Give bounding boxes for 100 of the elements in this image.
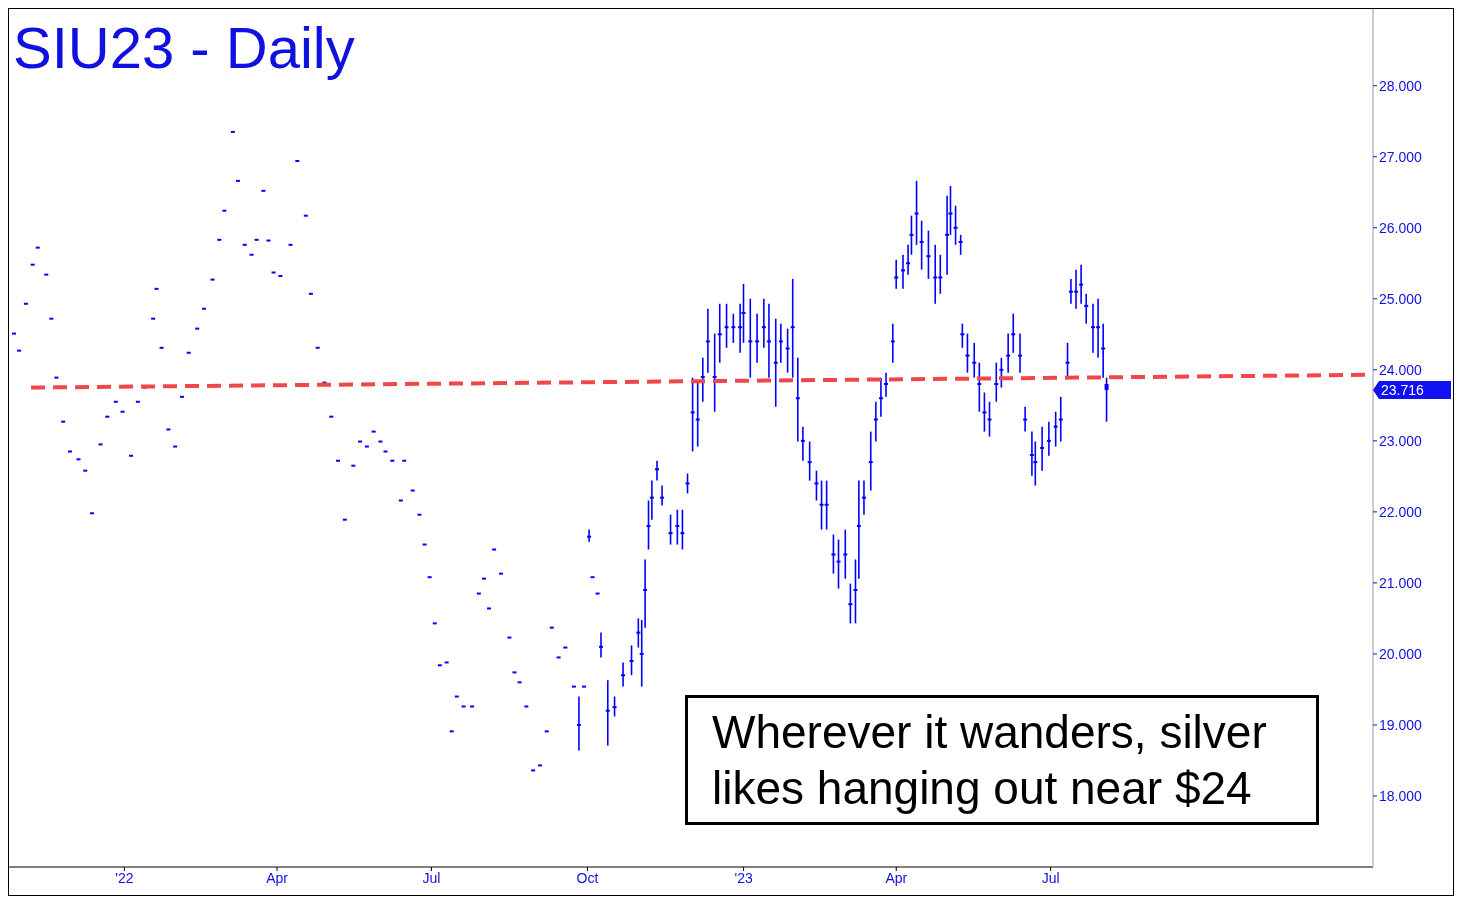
candlestick: [853, 558, 858, 625]
y-tick-label: 28.000: [1379, 77, 1423, 94]
candlestick: [402, 459, 407, 462]
candlestick: [179, 395, 184, 398]
candlestick: [487, 607, 492, 610]
candlestick: [766, 302, 771, 379]
candlestick: [599, 631, 603, 659]
candlestick: [717, 302, 722, 364]
candlestick: [222, 209, 227, 212]
candlestick: [621, 661, 626, 688]
candlestick: [549, 626, 554, 629]
candlestick: [120, 410, 125, 413]
candlestick: [358, 440, 363, 443]
candlestick: [151, 317, 156, 320]
candlestick: [308, 292, 313, 295]
candlestick: [977, 361, 982, 413]
candlestick: [1058, 396, 1063, 443]
candlestick: [690, 376, 695, 453]
candlestick: [544, 730, 549, 733]
x-tick-label: Apr: [885, 869, 908, 886]
candlestick: [254, 238, 259, 241]
x-tick-label: Jul: [422, 869, 441, 886]
candlestick: [261, 189, 266, 192]
annotation: Wherever it wanders, silver likes hanging out near $24: [685, 695, 1319, 825]
candlestick: [926, 229, 931, 280]
candlestick: [417, 513, 422, 516]
candlestick: [371, 430, 376, 433]
chart-title: SIU23 - Daily: [13, 14, 355, 82]
candlestick: [884, 371, 889, 398]
x-tick-label: Apr: [266, 869, 289, 886]
candlestick: [30, 263, 35, 266]
candlestick: [235, 179, 240, 182]
candlestick: [807, 440, 812, 482]
candlestick: [378, 440, 383, 443]
candlestick: [831, 533, 836, 575]
candlestick: [507, 636, 512, 639]
candlestick: [595, 592, 600, 595]
candlestick: [61, 420, 66, 423]
x-tick-label: '22: [115, 869, 134, 886]
candlestick: [83, 469, 88, 472]
candlestick: [906, 244, 911, 276]
candlestick: [444, 661, 449, 664]
text: 23.716: [1381, 381, 1425, 398]
candlestick: [755, 312, 760, 364]
candlestick: [113, 400, 118, 403]
candlestick: [186, 351, 191, 354]
candlestick: [1084, 293, 1089, 325]
candlestick: [12, 332, 16, 335]
candlestick: [44, 273, 49, 276]
candlestick: [960, 322, 965, 349]
x-tick-label: Jul: [1041, 869, 1060, 886]
candlestick: [1011, 312, 1016, 354]
candlestick: [605, 679, 610, 747]
candlestick: [54, 376, 59, 379]
candlestick: [336, 459, 341, 462]
candlestick: [512, 671, 517, 674]
candlestick: [249, 253, 254, 256]
candlestick: [90, 512, 95, 515]
candlestick: [685, 472, 690, 495]
candlestick: [1065, 342, 1070, 379]
candlestick: [712, 332, 717, 413]
y-tick-label: 26.000: [1379, 219, 1423, 236]
candlestick: [202, 307, 207, 310]
candlestick: [724, 302, 729, 349]
candlestick: [498, 572, 503, 575]
candlestick: [953, 204, 958, 246]
candlestick: [1104, 376, 1109, 423]
candlestick: [668, 513, 673, 546]
candlestick: [1079, 263, 1084, 305]
candlestick: [517, 681, 522, 684]
candlestick: [105, 415, 110, 418]
candlestick: [563, 646, 568, 649]
candlestick: [972, 342, 977, 379]
candlestick: [35, 246, 40, 249]
candlestick: [1046, 420, 1051, 457]
y-tick-label: 21.000: [1379, 574, 1423, 591]
candlestick: [646, 499, 651, 551]
candlestick: [933, 244, 938, 305]
candlestick: [909, 214, 914, 256]
y-tick-label: 20.000: [1379, 645, 1423, 662]
candlestick: [303, 214, 308, 217]
candlestick: [994, 361, 999, 403]
candlestick: [582, 685, 587, 688]
candlestick: [873, 400, 878, 443]
candlestick: [856, 479, 861, 580]
candlestick: [454, 695, 459, 698]
candlestick: [76, 458, 81, 461]
candlestick: [836, 538, 841, 590]
candlestick: [383, 450, 388, 453]
candlestick: [761, 297, 766, 349]
candlestick: [481, 577, 486, 580]
candlestick: [1023, 405, 1028, 433]
candlestick: [590, 576, 595, 579]
candlestick: [731, 312, 736, 344]
candlestick: [1101, 322, 1106, 379]
candlestick: [432, 622, 437, 625]
candlestick: [266, 239, 271, 242]
candlestick: [705, 307, 710, 374]
candlestick: [154, 287, 159, 290]
candlestick: [790, 278, 795, 379]
